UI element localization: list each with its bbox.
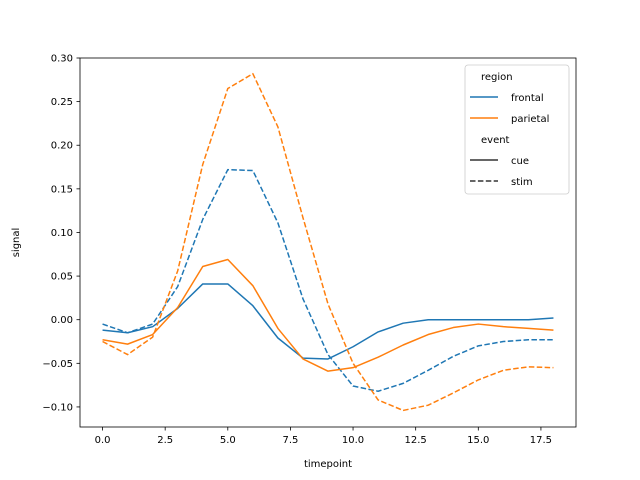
plot-frame (79, 57, 577, 428)
y-tick-label: 0.00 (51, 315, 73, 326)
legend-label-parietal: parietal (511, 114, 549, 125)
y-tick-label: 0.20 (51, 141, 73, 152)
legend-title-event: event (481, 135, 510, 146)
legend: region frontal parietal event cue stim (464, 64, 570, 195)
x-tick-label: 17.5 (530, 435, 552, 446)
x-tick-label: 7.5 (282, 435, 298, 446)
x-tick-label: 15.0 (467, 435, 489, 446)
legend-label-cue: cue (511, 156, 529, 167)
y-tick-label: 0.05 (51, 272, 73, 283)
y-tick-label: −0.05 (42, 359, 73, 370)
x-axis-label: timepoint (304, 459, 352, 470)
y-tick-label: 0.30 (51, 54, 73, 65)
x-tick-label: 0.0 (95, 435, 111, 446)
legend-title-region: region (481, 72, 513, 83)
x-tick-label: 12.5 (405, 435, 427, 446)
x-tick-label: 2.5 (157, 435, 173, 446)
legend-label-stim: stim (511, 177, 533, 188)
y-axis-label: signal (11, 228, 22, 258)
y-tick-label: 0.25 (51, 97, 73, 108)
series-line-parietal-cue (102, 258, 554, 372)
series-line-parietal-stim (102, 72, 554, 412)
x-axis: 0.0 2.5 5.0 7.5 10.0 12.5 15.0 17.5 (95, 427, 552, 446)
series-lines (102, 72, 554, 412)
y-tick-label: 0.10 (51, 228, 73, 239)
y-axis: −0.10 −0.05 0.00 0.05 0.10 0.15 0.20 0.25 0.30 (42, 54, 80, 413)
y-tick-label: 0.15 (51, 184, 73, 195)
series-line-frontal-stim (102, 168, 554, 392)
x-tick-label: 10.0 (342, 435, 364, 446)
legend-frame (464, 64, 570, 195)
y-tick-label: −0.10 (42, 402, 73, 413)
legend-label-frontal: frontal (511, 93, 544, 104)
x-tick-label: 5.0 (220, 435, 236, 446)
